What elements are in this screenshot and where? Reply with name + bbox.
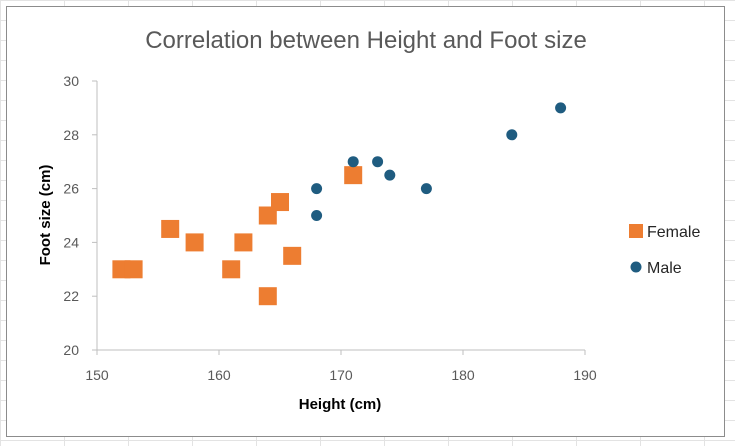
x-axis-ticks: 150 160 170 180 190 <box>85 350 597 383</box>
chart-title: Correlation between Height and Foot size <box>145 27 587 54</box>
legend-swatch-male <box>630 261 642 273</box>
female-point <box>258 287 277 306</box>
x-axis-title: Height (cm) <box>299 396 382 413</box>
female-point <box>234 233 253 252</box>
female-point <box>222 260 241 279</box>
legend: Female Male <box>629 224 700 277</box>
male-point <box>372 156 384 168</box>
female-point <box>185 233 204 252</box>
female-point <box>124 260 143 279</box>
female-point <box>161 219 180 238</box>
y-tick-label: 28 <box>63 127 79 143</box>
male-point <box>420 183 432 195</box>
male-point <box>555 102 567 114</box>
data-points <box>112 102 567 306</box>
male-point <box>384 169 396 181</box>
male-point <box>311 183 323 195</box>
y-axis-ticks: 20 22 24 26 28 30 <box>63 73 97 358</box>
x-tick-label: 150 <box>85 367 109 383</box>
y-tick-label: 24 <box>63 234 79 250</box>
chart-area[interactable] <box>6 6 725 437</box>
y-tick-label: 30 <box>63 73 79 89</box>
male-point <box>506 129 518 141</box>
female-point <box>283 246 302 265</box>
y-tick-label: 22 <box>63 288 79 304</box>
male-point <box>311 210 323 221</box>
legend-swatch-female <box>629 224 643 238</box>
male-point <box>347 156 359 168</box>
legend-label: Male <box>647 260 682 277</box>
x-tick-label: 190 <box>573 367 597 383</box>
female-point <box>271 193 289 212</box>
axes <box>96 81 585 351</box>
legend-label: Female <box>647 224 700 241</box>
female-point <box>344 166 363 185</box>
x-tick-label: 170 <box>329 367 353 383</box>
y-tick-label: 26 <box>63 181 79 197</box>
y-axis-title: Foot size (cm) <box>37 165 54 266</box>
y-tick-label: 20 <box>63 342 79 358</box>
x-tick-label: 160 <box>207 367 231 383</box>
x-tick-label: 180 <box>451 367 475 383</box>
